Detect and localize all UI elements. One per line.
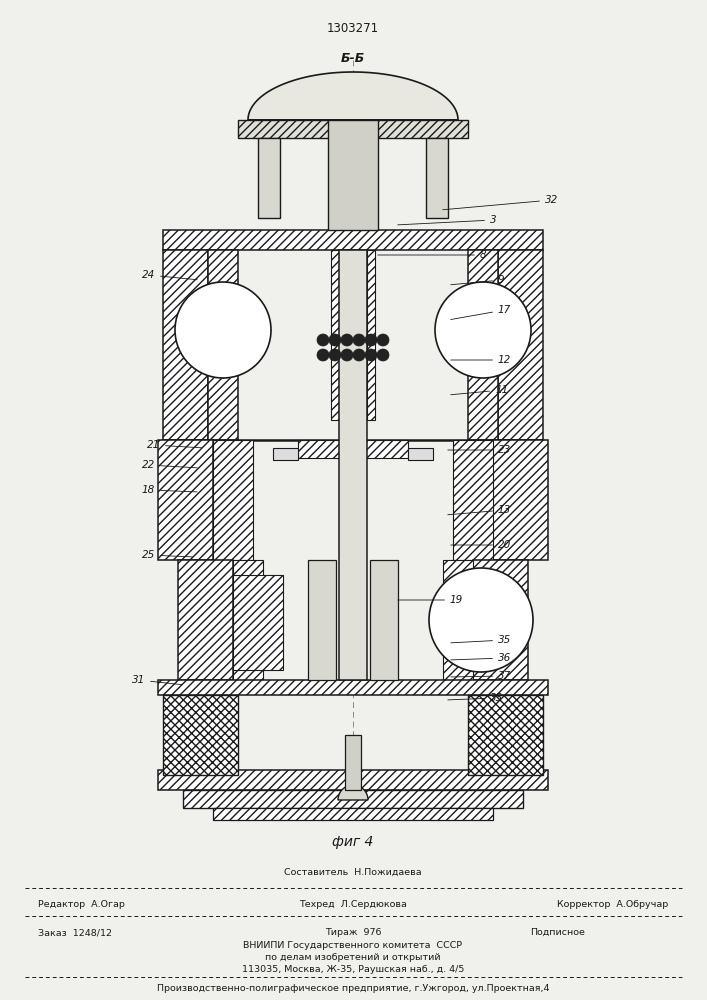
Text: Редактор  А.Огар: Редактор А.Огар [38,900,125,909]
Text: 24: 24 [141,270,197,280]
Text: 33: 33 [448,693,503,703]
Text: 3: 3 [398,215,496,225]
Text: 23: 23 [448,445,511,455]
Text: 31: 31 [132,675,182,685]
Text: 20: 20 [451,540,511,550]
Bar [158,680,548,695]
Bar [493,440,548,560]
Circle shape [353,349,365,361]
Bar [453,440,493,560]
Bar [468,695,543,775]
Bar [158,770,548,790]
Text: 11: 11 [451,385,508,395]
Bar [298,440,408,458]
Bar [443,560,473,680]
Circle shape [317,334,329,346]
Circle shape [377,334,389,346]
Bar [331,250,339,420]
Text: Корректор  А.Обручар: Корректор А.Обручар [556,900,668,909]
Text: Б-Б: Б-Б [341,52,365,65]
Bar [178,560,233,680]
Bar [238,120,468,138]
Bar [370,560,398,680]
Text: по делам изобретений и открытий: по делам изобретений и открытий [265,953,440,962]
Bar [183,790,523,808]
Circle shape [341,334,353,346]
Bar [328,120,378,230]
Text: 12: 12 [451,355,511,365]
Text: 36: 36 [451,653,511,663]
Bar [408,448,433,460]
Text: 19: 19 [398,595,463,605]
Bar [258,138,280,218]
Bar [163,250,208,440]
Circle shape [365,349,377,361]
Bar [233,560,263,680]
Bar [308,560,336,680]
Circle shape [175,282,271,378]
Text: Техред  Л.Сердюкова: Техред Л.Сердюкова [299,900,407,909]
Circle shape [353,334,365,346]
Circle shape [365,334,377,346]
Text: Производственно-полиграфическое предприятие, г.Ужгород, ул.Проектная,4: Производственно-полиграфическое предприя… [157,984,549,993]
Bar [345,735,361,790]
Text: 37: 37 [451,671,511,681]
Text: 22: 22 [141,460,197,470]
Text: 17: 17 [451,305,511,320]
Bar [158,440,213,560]
Text: 21: 21 [147,440,202,450]
Text: 25: 25 [141,550,192,560]
Text: Составитель  Н.Пожидаева: Составитель Н.Пожидаева [284,868,422,877]
Circle shape [429,568,533,672]
Polygon shape [248,72,458,120]
Text: Тираж  976: Тираж 976 [325,928,381,937]
Bar [163,695,238,775]
Bar [213,440,253,560]
Text: 9: 9 [451,275,505,285]
Bar [208,250,238,440]
Text: 35: 35 [451,635,511,645]
Text: Подписное: Подписное [530,928,585,937]
Circle shape [435,282,531,378]
Text: 32: 32 [443,195,559,210]
Text: 8: 8 [378,250,486,260]
Text: 1303271: 1303271 [327,22,379,35]
Bar [498,250,543,440]
Bar [273,448,298,460]
Circle shape [341,349,353,361]
Text: 113035, Москва, Ж-35, Раушская наб., д. 4/5: 113035, Москва, Ж-35, Раушская наб., д. … [242,965,464,974]
Text: фиг 4: фиг 4 [332,835,374,849]
Circle shape [329,334,341,346]
Text: ВНИИПИ Государственного комитета  СССР: ВНИИПИ Государственного комитета СССР [243,941,462,950]
Bar [339,250,367,680]
Circle shape [377,349,389,361]
Bar [163,230,543,250]
Bar [233,575,283,670]
Bar [426,138,448,218]
Bar [367,250,375,420]
Bar [468,250,498,440]
Bar [213,808,493,820]
Circle shape [317,349,329,361]
Text: 18: 18 [141,485,197,495]
Text: 13: 13 [448,505,511,515]
Text: Заказ  1248/12: Заказ 1248/12 [38,928,112,937]
Polygon shape [338,785,368,800]
Bar [473,560,528,680]
Circle shape [329,349,341,361]
